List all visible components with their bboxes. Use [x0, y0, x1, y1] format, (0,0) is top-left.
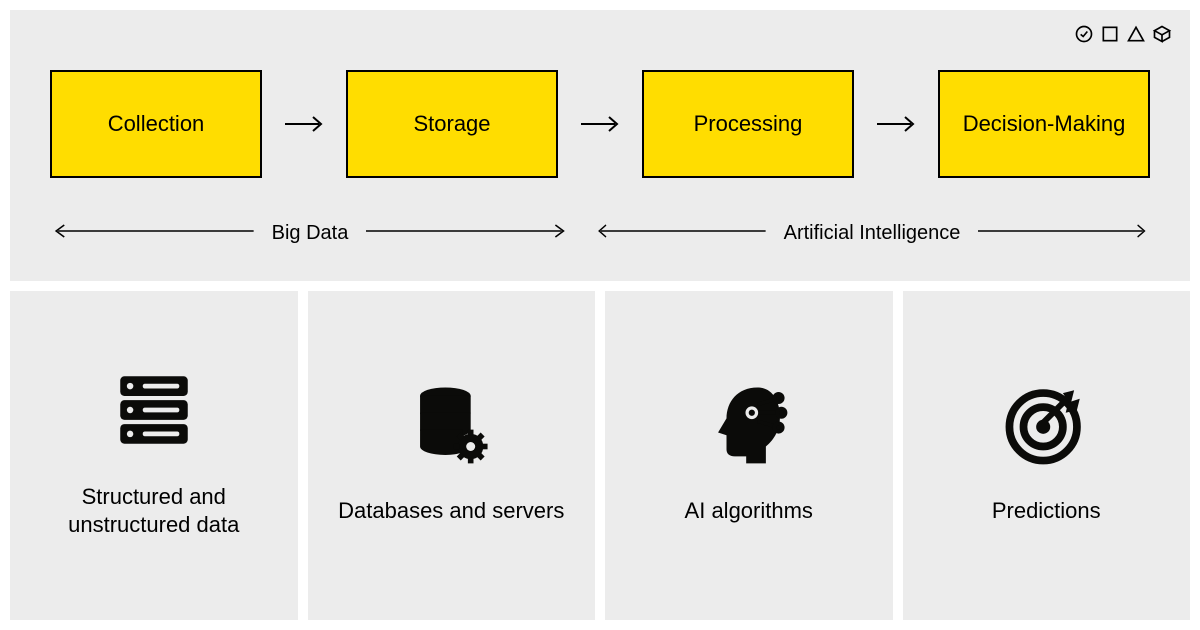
database-gear-icon	[406, 379, 496, 469]
info-card-algorithms: AI algorithms	[605, 291, 893, 620]
target-icon	[1001, 379, 1091, 469]
stage-label: Decision-Making	[963, 111, 1126, 137]
arrow-right-icon	[366, 222, 570, 245]
check-circle-icon	[1074, 24, 1094, 44]
server-stack-icon	[109, 365, 199, 455]
info-card-predictions: Predictions	[903, 291, 1191, 620]
info-card-structured: Structured and unstructured data	[10, 291, 298, 620]
stage-label: Processing	[694, 111, 803, 137]
info-card-databases: Databases and servers	[308, 291, 596, 620]
triangle-icon	[1126, 24, 1146, 44]
info-card-label: AI algorithms	[685, 497, 813, 525]
cube-icon	[1152, 24, 1172, 44]
arrow-right-icon	[978, 222, 1150, 245]
stage-label: Collection	[108, 111, 205, 137]
category-bigdata: Big Data	[50, 222, 570, 245]
info-card-label: Structured and unstructured data	[28, 483, 280, 538]
flow-stages-row: Collection Storage Processing	[50, 70, 1150, 178]
info-card-label: Databases and servers	[338, 497, 564, 525]
stage-collection: Collection	[50, 70, 262, 178]
stage-label: Storage	[413, 111, 490, 137]
stage-storage: Storage	[346, 70, 558, 178]
arrow-left-icon	[50, 222, 254, 245]
category-row: Big Data Artificial Intelligence	[50, 222, 1150, 245]
top-flow-panel: Collection Storage Processing	[10, 10, 1190, 281]
arrow-icon	[854, 70, 938, 178]
square-icon	[1100, 24, 1120, 44]
category-label: Artificial Intelligence	[766, 222, 979, 245]
arrow-icon	[558, 70, 642, 178]
category-ai: Artificial Intelligence	[594, 222, 1150, 245]
ai-head-icon	[704, 379, 794, 469]
stage-decision: Decision-Making	[938, 70, 1150, 178]
arrow-left-icon	[594, 222, 766, 245]
corner-icon-row	[1074, 24, 1172, 44]
stage-processing: Processing	[642, 70, 854, 178]
arrow-icon	[262, 70, 346, 178]
category-label: Big Data	[254, 222, 367, 245]
info-card-label: Predictions	[992, 497, 1101, 525]
info-cards-row: Structured and unstructured data	[10, 291, 1190, 620]
